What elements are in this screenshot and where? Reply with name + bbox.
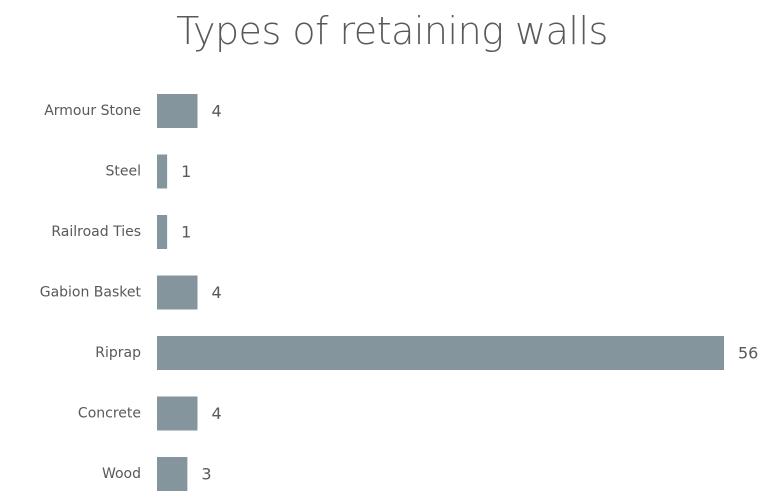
bar <box>157 336 724 370</box>
data-label: 4 <box>212 404 222 423</box>
category-label: Armour Stone <box>44 103 141 119</box>
data-label: 3 <box>201 465 211 484</box>
plot-area: Armour Stone 4 Steel 1 Railroad Ties 1 Gabion … <box>40 94 758 491</box>
category-label: Wood <box>102 466 141 482</box>
data-label: 56 <box>738 344 758 363</box>
category-label: Steel <box>106 164 142 180</box>
data-label: 1 <box>181 223 191 242</box>
data-label: 1 <box>181 162 191 181</box>
category-label: Concrete <box>78 406 141 422</box>
chart-title: Types of retaining walls <box>176 9 608 53</box>
data-label: 4 <box>212 283 222 302</box>
category-label: Railroad Ties <box>51 224 141 240</box>
category-label: Riprap <box>95 345 141 361</box>
category-label: Gabion Basket <box>40 285 142 301</box>
bar <box>157 215 168 249</box>
bar <box>157 94 198 128</box>
bar <box>157 275 198 310</box>
bar <box>157 396 198 431</box>
data-label: 4 <box>212 102 222 121</box>
bar <box>157 457 188 491</box>
bar <box>157 154 168 189</box>
